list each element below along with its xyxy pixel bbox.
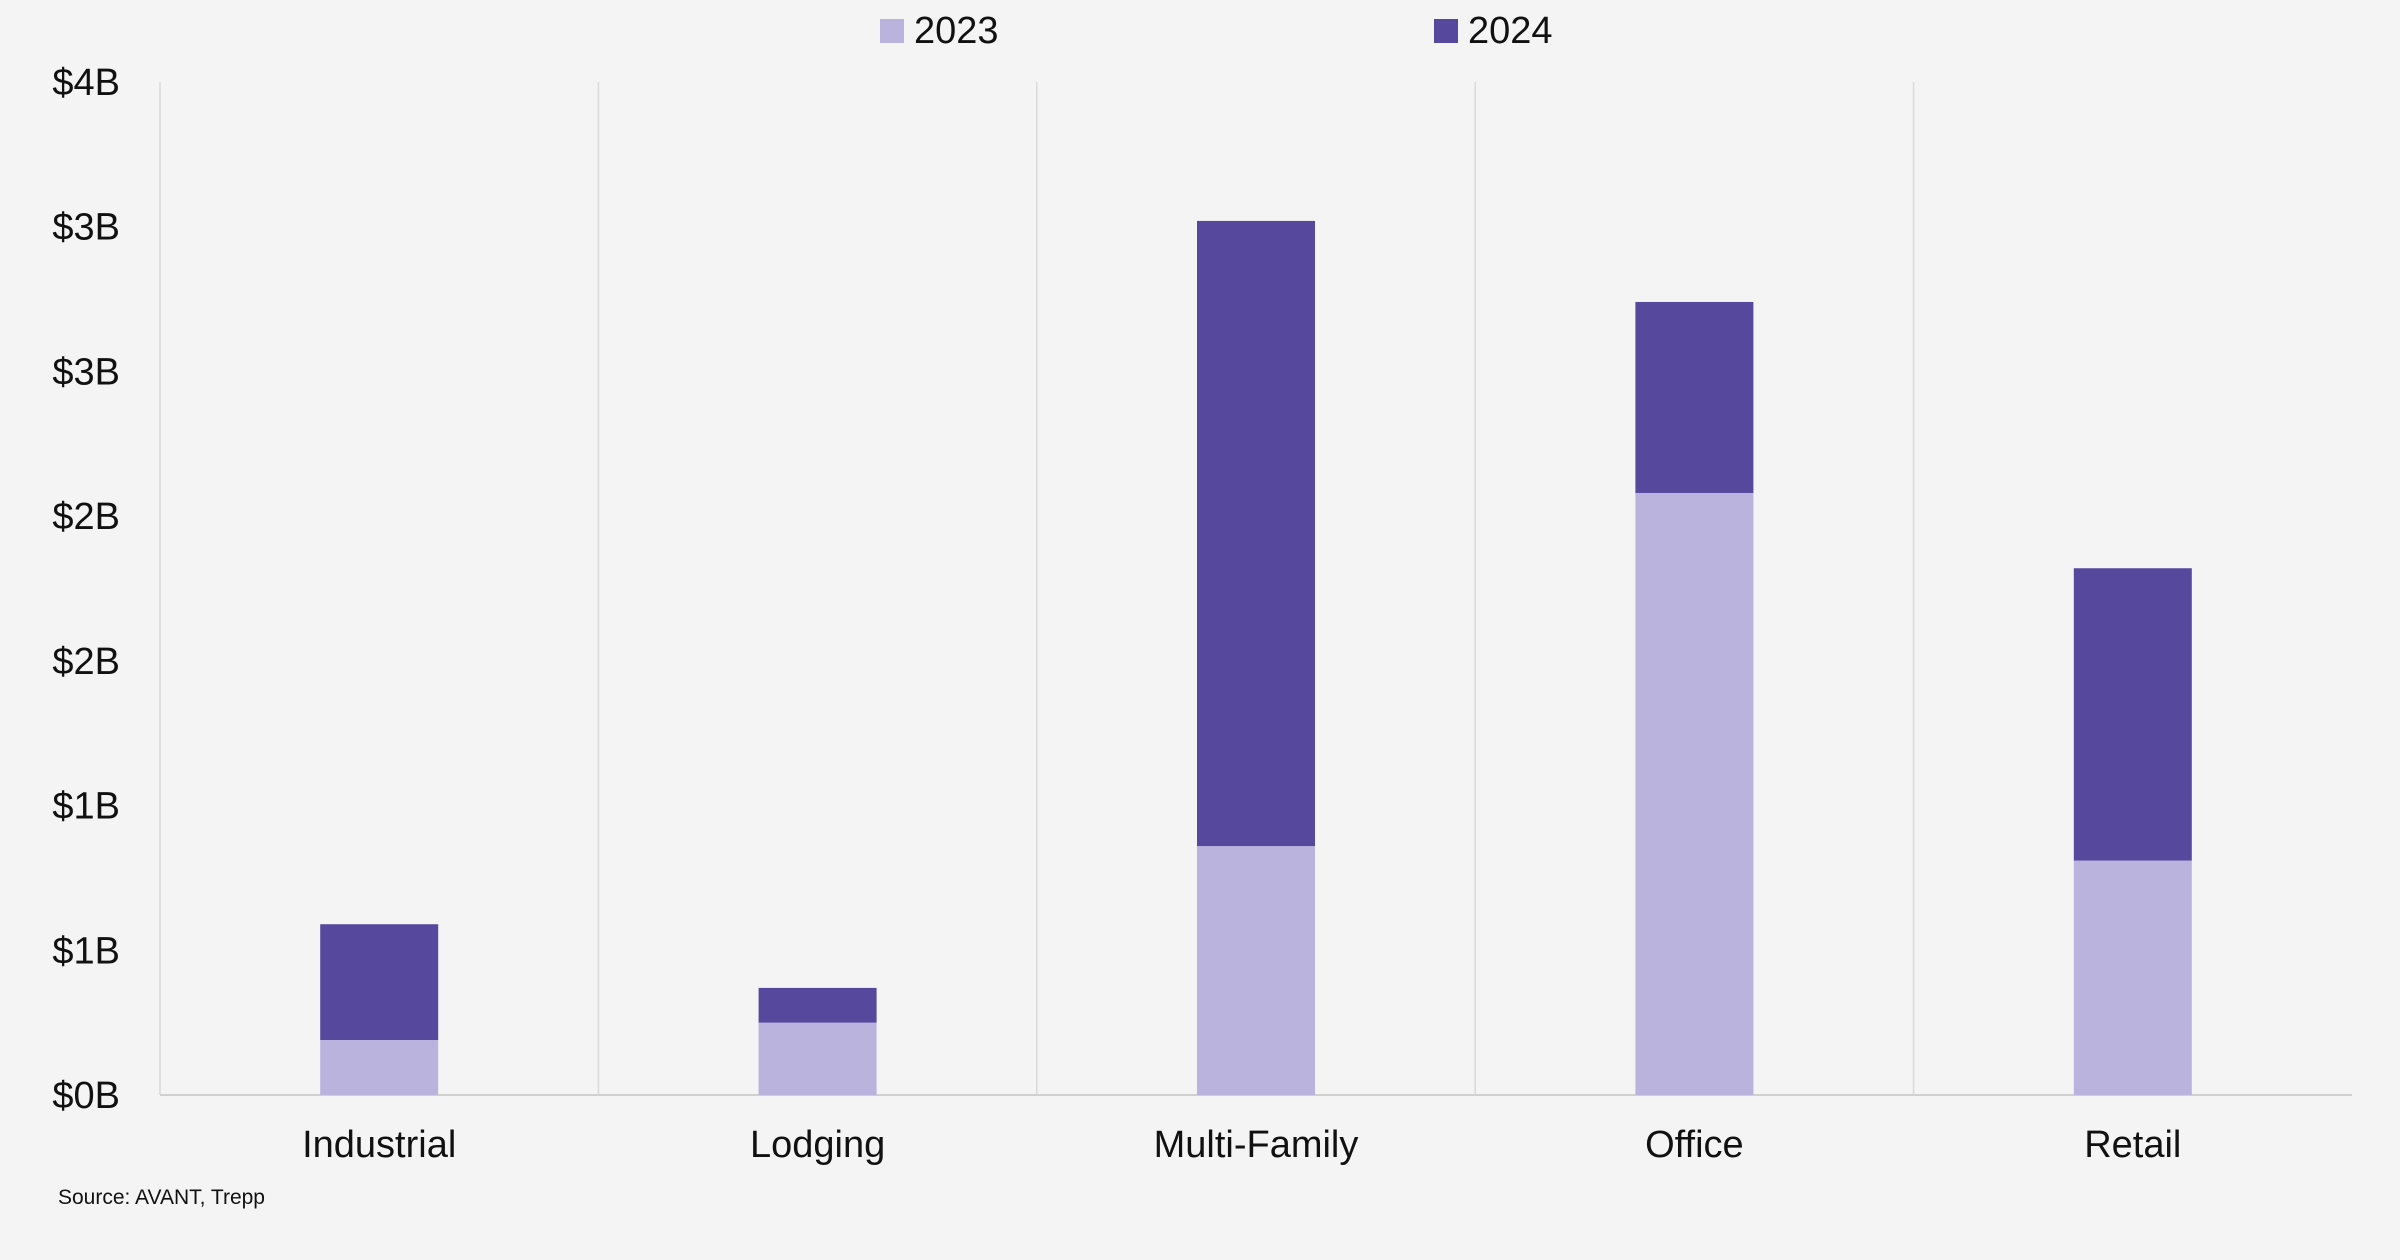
bar-retail-2023 <box>2073 860 2192 1095</box>
bar-office-2024 <box>1635 301 1754 493</box>
legend-swatch-2024 <box>1434 19 1458 43</box>
bar-industrial-2024 <box>320 924 439 1041</box>
legend-label-2024: 2024 <box>1468 10 1553 52</box>
x-tick-label: Retail <box>2084 1124 2181 1166</box>
legend-label-2023: 2023 <box>914 10 999 52</box>
y-tick-label: $2B <box>52 641 120 683</box>
bar-lodging-2023 <box>758 1022 877 1095</box>
bar-multi-family-2024 <box>1197 220 1315 847</box>
y-tick-label: $3B <box>52 351 120 393</box>
x-tick-label: Lodging <box>750 1124 885 1166</box>
x-tick-label: Multi-Family <box>1154 1124 1359 1166</box>
y-tick-label: $1B <box>52 930 120 972</box>
y-tick-label: $0B <box>52 1075 120 1117</box>
x-tick-label: Office <box>1645 1124 1744 1166</box>
bar-retail-2024 <box>2073 568 2192 861</box>
bar-office-2023 <box>1635 492 1754 1095</box>
y-tick-label: $3B <box>52 207 120 249</box>
y-tick-label: $2B <box>52 496 120 538</box>
bar-lodging-2024 <box>758 987 877 1023</box>
y-tick-label: $1B <box>52 786 120 828</box>
source-note: Source: AVANT, Trepp <box>58 1186 265 1209</box>
bar-multi-family-2023 <box>1197 846 1315 1095</box>
bar-industrial-2023 <box>320 1040 439 1095</box>
legend-swatch-2023 <box>880 19 904 43</box>
x-tick-label: Industrial <box>302 1124 456 1166</box>
y-tick-label: $4B <box>52 62 120 104</box>
